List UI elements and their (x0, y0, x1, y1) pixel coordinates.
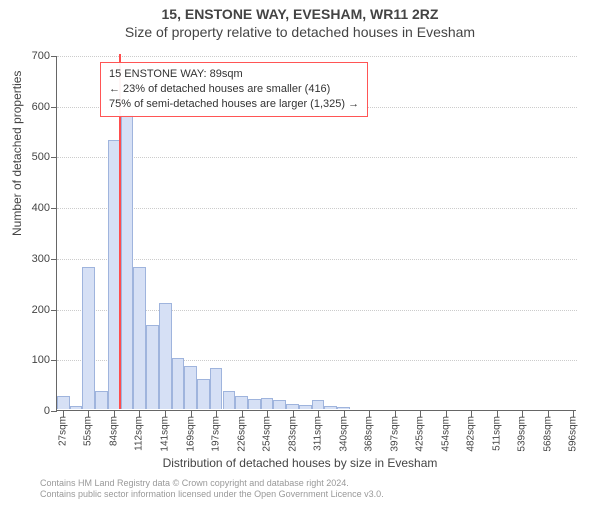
gridline (57, 56, 577, 57)
y-tick (51, 157, 57, 158)
x-tick-label: 482sqm (466, 416, 477, 452)
x-tick-label: 254sqm (261, 416, 272, 452)
x-tick-label: 169sqm (185, 416, 196, 452)
property-info-box: 15 ENSTONE WAY: 89sqm ← 23% of detached … (100, 62, 368, 117)
y-tick (51, 259, 57, 260)
x-tick-label: 311sqm (312, 416, 323, 451)
histogram-bar (133, 267, 146, 409)
info-line-3: 75% of semi-detached houses are larger (… (109, 97, 359, 112)
y-tick (51, 360, 57, 361)
y-tick (51, 411, 57, 412)
histogram-bar (261, 398, 274, 409)
page-address-title: 15, ENSTONE WAY, EVESHAM, WR11 2RZ (0, 6, 600, 22)
x-tick-label: 55sqm (83, 416, 94, 446)
x-tick-label: 283sqm (287, 416, 298, 452)
y-tick-label: 400 (10, 202, 50, 214)
x-tick-label: 539sqm (517, 416, 528, 452)
info-line-1: 15 ENSTONE WAY: 89sqm (109, 67, 359, 82)
histogram-bar (159, 303, 172, 410)
x-tick-label: 368sqm (364, 416, 375, 452)
gridline (57, 157, 577, 158)
y-tick-label: 200 (10, 304, 50, 316)
footer-line-1: Contains HM Land Registry data © Crown c… (40, 478, 384, 489)
info-line-2: ← 23% of detached houses are smaller (41… (109, 82, 359, 97)
footer-attribution: Contains HM Land Registry data © Crown c… (40, 478, 384, 500)
y-tick-label: 600 (10, 101, 50, 113)
x-axis-label: Distribution of detached houses by size … (0, 456, 600, 470)
histogram-bar (121, 115, 134, 409)
y-tick-label: 500 (10, 151, 50, 163)
histogram-bar (70, 406, 83, 409)
histogram-bar (248, 399, 261, 409)
histogram-bar (82, 267, 95, 409)
x-tick-label: 425sqm (415, 416, 426, 452)
x-tick-label: 454sqm (441, 416, 452, 452)
x-tick-label: 27sqm (58, 416, 69, 446)
histogram-bar (57, 396, 70, 409)
histogram-bar (235, 396, 248, 409)
y-tick-label: 700 (10, 50, 50, 62)
histogram-bar (223, 391, 236, 409)
y-tick-label: 0 (10, 405, 50, 417)
x-tick-label: 197sqm (210, 416, 221, 452)
y-tick-label: 100 (10, 354, 50, 366)
histogram-bar (210, 368, 223, 409)
page-subtitle: Size of property relative to detached ho… (0, 24, 600, 40)
x-tick-label: 340sqm (338, 416, 349, 452)
histogram-bar (197, 379, 210, 409)
x-tick-label: 596sqm (568, 416, 579, 452)
histogram-bar (95, 391, 108, 409)
x-tick-label: 397sqm (390, 416, 401, 452)
histogram-bar (273, 400, 286, 409)
y-tick (51, 107, 57, 108)
x-tick-label: 511sqm (492, 416, 503, 451)
x-tick-label: 112sqm (134, 416, 145, 451)
histogram-bar (146, 325, 159, 409)
y-tick (51, 310, 57, 311)
x-tick-label: 226sqm (236, 416, 247, 452)
y-tick (51, 208, 57, 209)
gridline (57, 208, 577, 209)
histogram-bar (312, 400, 325, 409)
x-tick-label: 568sqm (543, 416, 554, 452)
x-tick-label: 84sqm (109, 416, 120, 446)
histogram-bar (324, 406, 337, 409)
y-tick-label: 300 (10, 253, 50, 265)
gridline (57, 259, 577, 260)
y-tick (51, 56, 57, 57)
x-tick-label: 141sqm (160, 416, 171, 452)
histogram-bar (337, 407, 350, 409)
histogram-bar (172, 358, 185, 409)
footer-line-2: Contains public sector information licen… (40, 489, 384, 500)
histogram-bar (286, 404, 299, 409)
histogram-bar (299, 405, 312, 409)
histogram-bar (184, 366, 197, 409)
